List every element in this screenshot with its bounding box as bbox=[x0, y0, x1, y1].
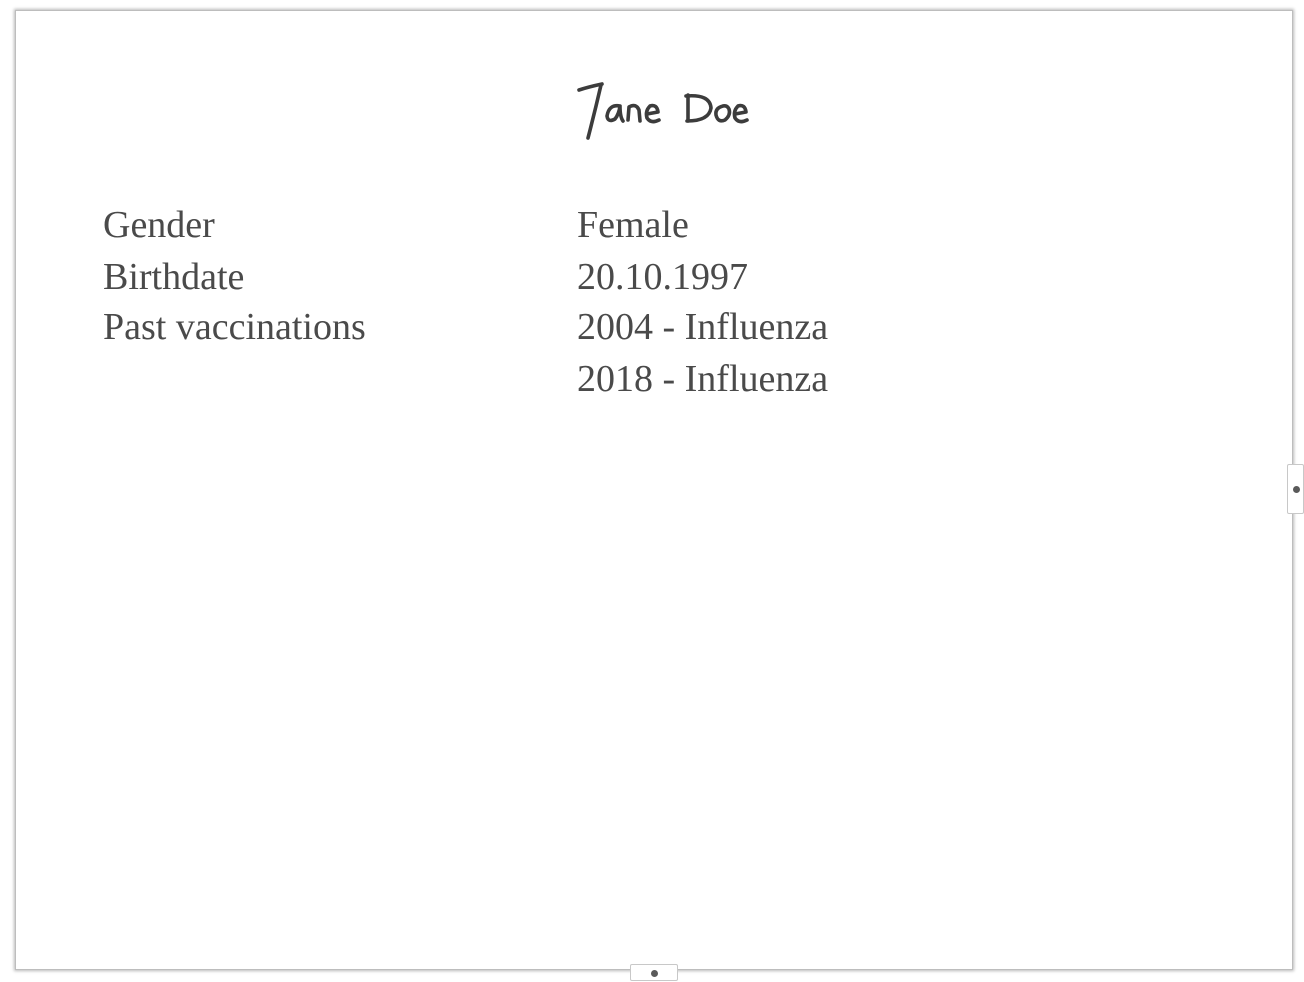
birthdate-label: Birthdate bbox=[103, 256, 245, 298]
past-vaccinations-label: Past vaccinations bbox=[103, 306, 366, 348]
gender-label: Gender bbox=[103, 204, 215, 246]
document-page: Gender Female Birthdate 20.10.1997 Past … bbox=[15, 10, 1293, 970]
gender-value: Female bbox=[577, 204, 689, 246]
resize-handle-bottom[interactable] bbox=[630, 964, 678, 981]
resize-handle-right[interactable] bbox=[1287, 464, 1304, 514]
vaccination-entry: 2004 - Influenza bbox=[577, 306, 829, 348]
vaccination-entry: 2018 - Influenza bbox=[577, 358, 829, 400]
handwritten-name-image bbox=[577, 82, 749, 140]
resize-handle-icon bbox=[651, 970, 658, 977]
resize-handle-icon bbox=[1293, 486, 1300, 493]
handwritten-name-title bbox=[576, 77, 766, 157]
birthdate-value: 20.10.1997 bbox=[577, 256, 748, 298]
